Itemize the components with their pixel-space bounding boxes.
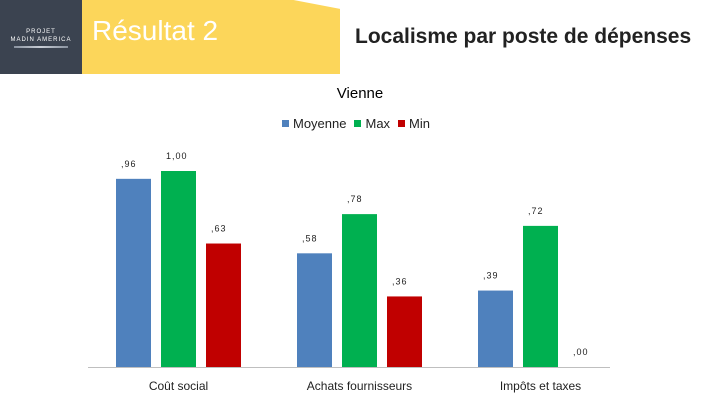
data-label-moyenne-0: ,96 — [121, 159, 137, 169]
legend-swatch-moyenne — [282, 119, 289, 127]
bar-max-1 — [342, 214, 377, 367]
data-label-max-0: 1,00 — [166, 151, 188, 161]
bar-min-1 — [387, 296, 422, 367]
data-label-max-1: ,78 — [347, 194, 363, 204]
legend-label-max: Max — [365, 115, 391, 131]
category-label-1: Achats fournisseurs — [307, 379, 412, 393]
logo-underline — [14, 46, 68, 48]
data-label-moyenne-1: ,58 — [302, 233, 318, 243]
data-label-max-2: ,72 — [528, 206, 544, 216]
bar-moyenne-2 — [478, 290, 513, 367]
data-label-min-0: ,63 — [211, 224, 227, 234]
logo-text: PROJET MADIN AMERICA — [0, 28, 82, 44]
chart-title: Vienne — [336, 85, 384, 102]
legend-item-moyenne: Moyenne — [282, 116, 346, 131]
data-label-moyenne-2: ,39 — [483, 271, 499, 281]
data-label-min-2: ,00 — [573, 347, 589, 357]
bar-max-0 — [161, 171, 196, 367]
legend-swatch-min — [398, 119, 406, 127]
result-label: Résultat 2 — [92, 15, 219, 46]
title-band — [82, 0, 340, 74]
category-label-2: Impôts et taxes — [500, 379, 581, 393]
logo: PROJET MADIN AMERICA — [0, 0, 82, 74]
chart-legend: Moyenne Max Min — [282, 116, 430, 131]
legend-label-moyenne: Moyenne — [293, 115, 347, 131]
bar-max-2 — [523, 225, 558, 367]
category-label-0: Coût social — [149, 379, 208, 393]
legend-swatch-max — [354, 119, 362, 127]
bar-moyenne-0 — [116, 178, 151, 367]
legend-label-min: Min — [409, 115, 430, 131]
bar-min-0 — [206, 243, 241, 367]
logo-line1: PROJET — [26, 29, 56, 35]
page-title: Localisme par poste de dépenses — [355, 25, 692, 48]
logo-line2: MADIN AMERICA — [10, 37, 72, 43]
legend-item-min: Min — [398, 116, 430, 131]
bar-moyenne-1 — [297, 253, 332, 367]
legend-item-max: Max — [354, 116, 390, 131]
data-label-min-1: ,36 — [392, 276, 408, 286]
